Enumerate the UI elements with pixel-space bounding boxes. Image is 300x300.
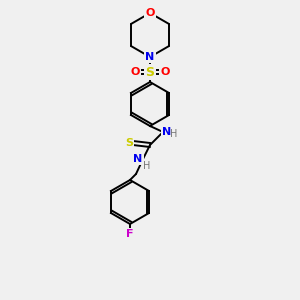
Text: N: N [146,52,154,62]
Text: H: H [143,161,151,171]
Text: N: N [162,127,172,137]
Text: H: H [170,129,178,139]
Text: F: F [126,229,134,239]
Text: O: O [145,8,155,18]
Text: O: O [130,67,140,77]
Text: N: N [134,154,142,164]
Text: O: O [160,67,170,77]
Text: S: S [125,138,133,148]
Text: S: S [146,65,154,79]
